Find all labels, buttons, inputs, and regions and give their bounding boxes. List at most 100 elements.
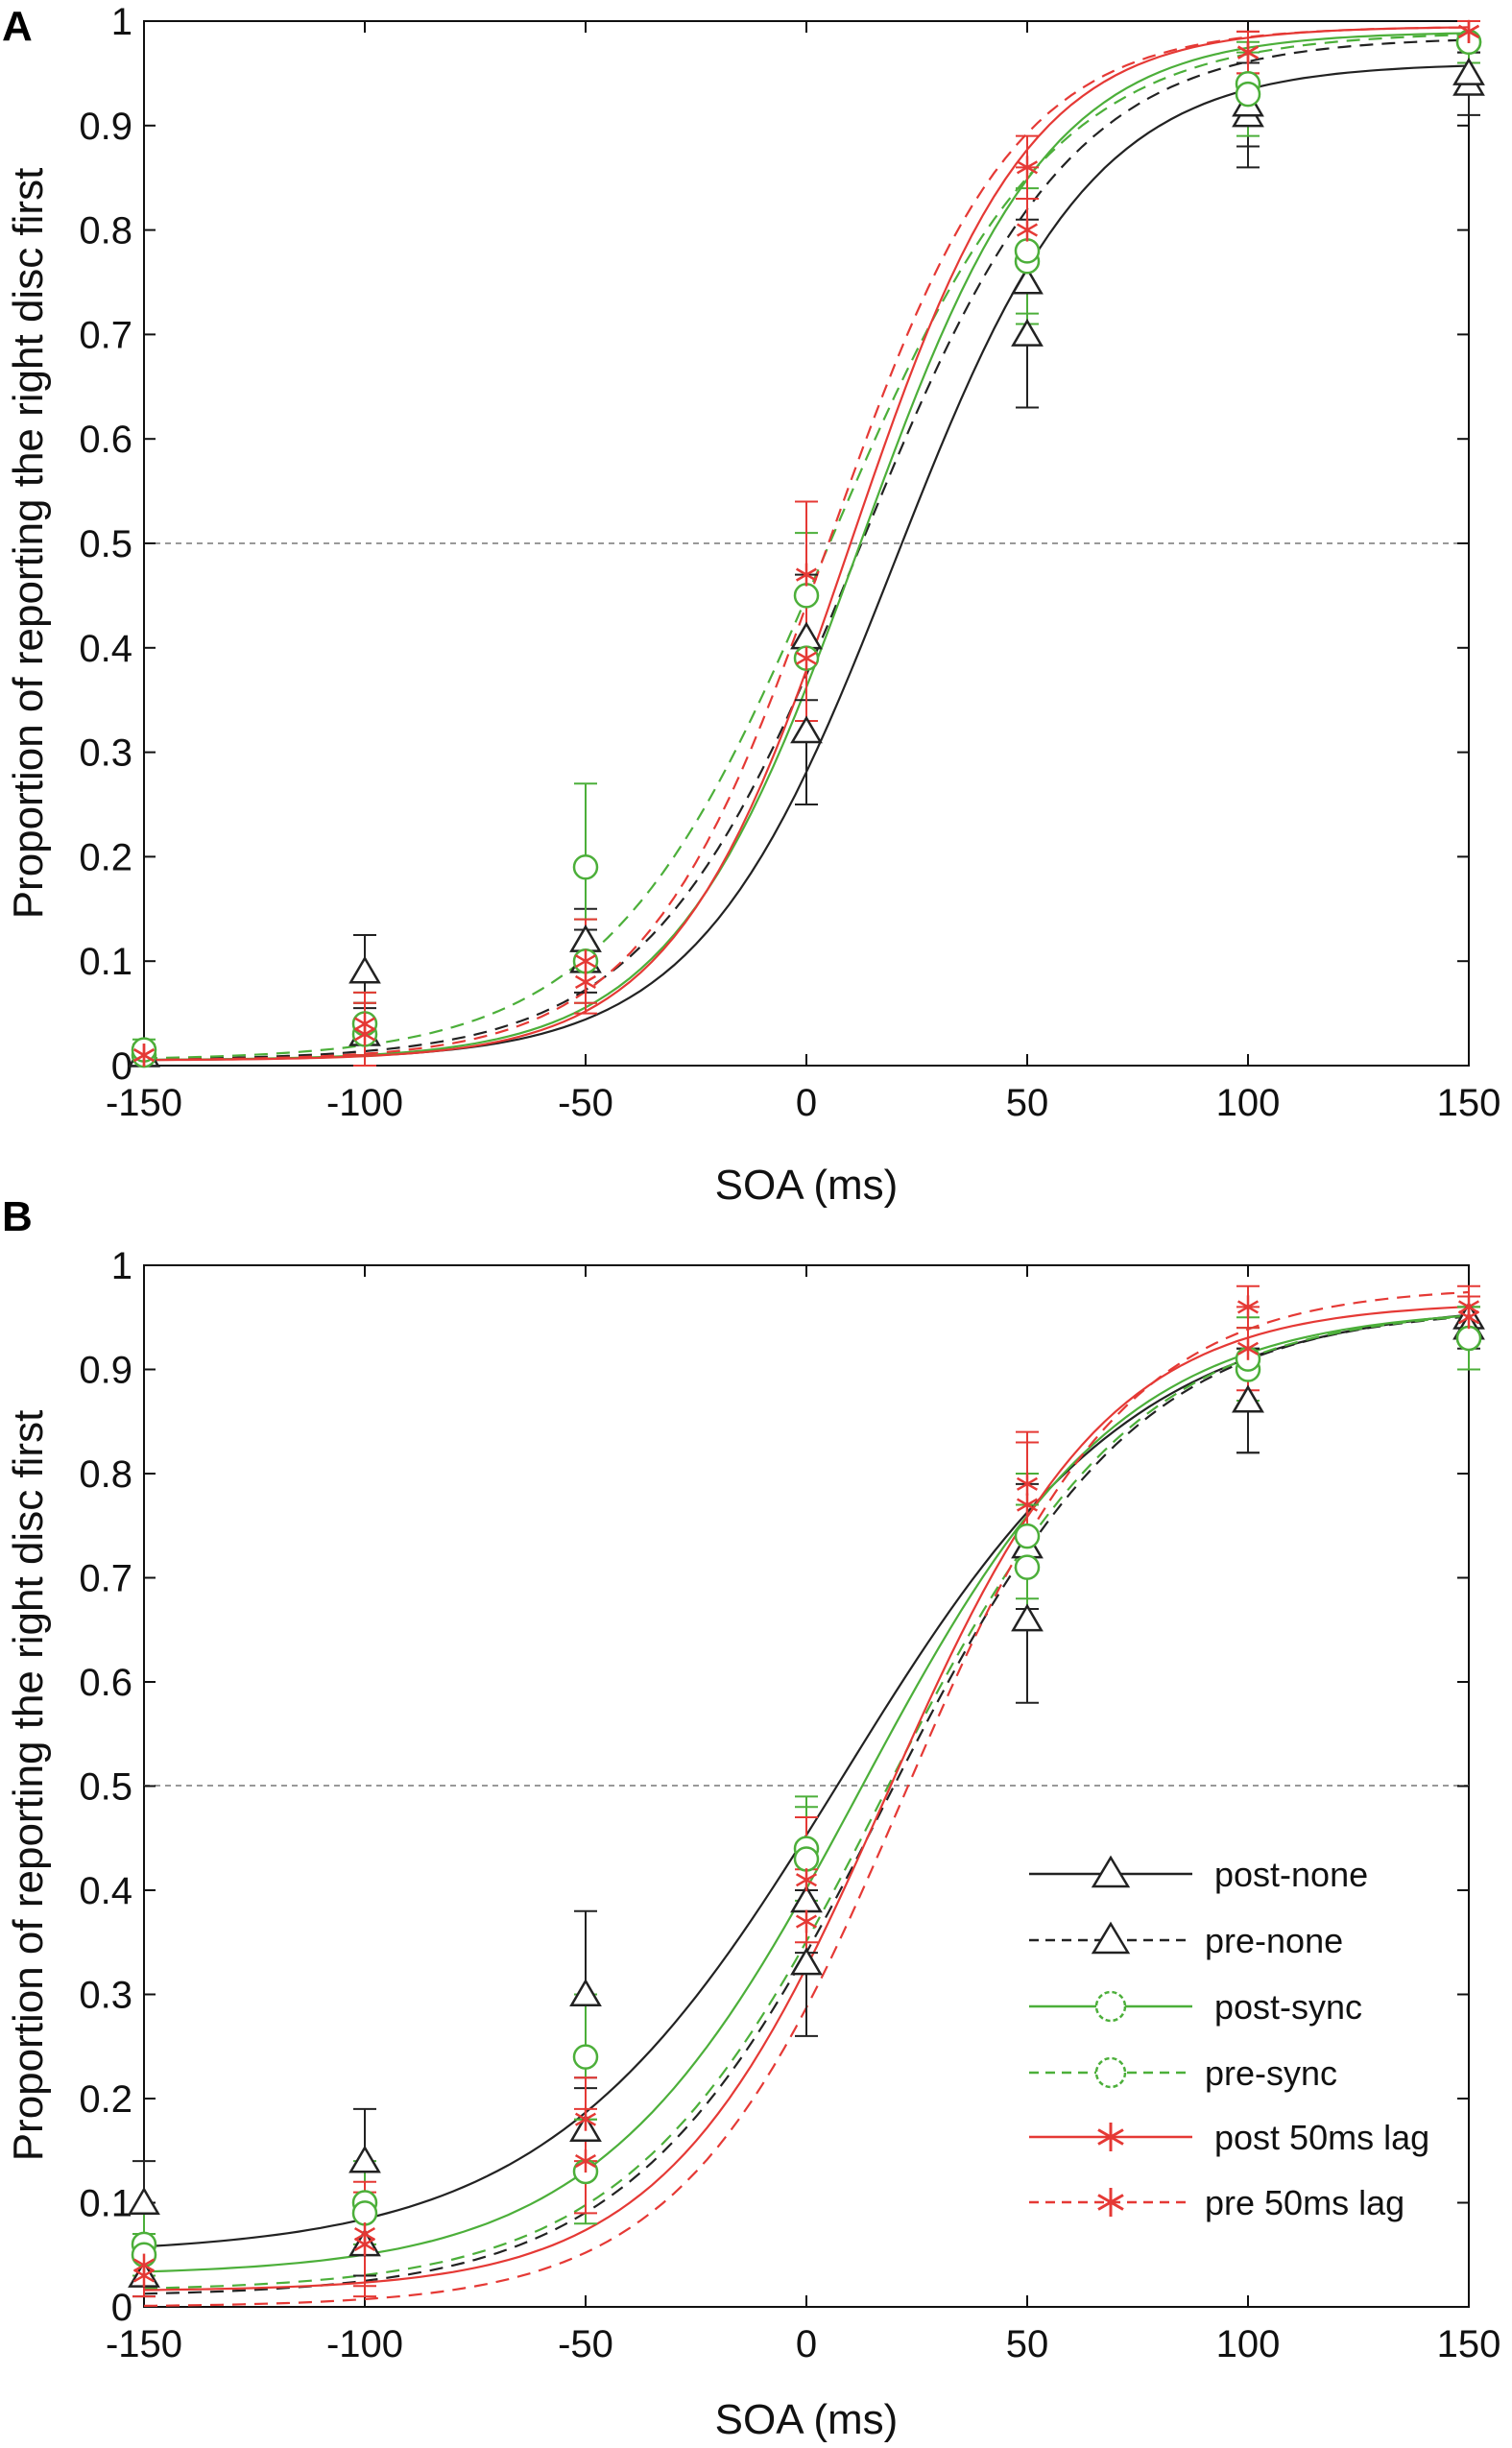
panel-a-x-tick-label-3: 0 [796,1082,817,1124]
panel-b-y-ticks: 0 0.1 0.2 0.3 0.4 0.5 0.6 0.7 0.8 0.9 1 [79,1245,1469,2329]
panel-a-point-post-none-4-shape [1011,318,1044,347]
panel-b-y-tick-label-9: 0.9 [79,1350,132,1392]
panel-b-point-pre-sync-1-shape [351,2200,378,2226]
panel-a-point-pre-none-6-shape [1452,57,1485,85]
panel-a-point-post-none-4 [1011,318,1044,347]
panel-a-x-tick-label-5: 100 [1216,1082,1281,1124]
panel-b-point-post-50ms-lag-2 [574,2107,597,2131]
legend-label-pre-50ms-lag: pre 50ms lag [1205,2183,1404,2222]
panel-b-point-pre-sync-4-shape [1014,1523,1041,1549]
panel-a: A -150 -100 -50 0 50 100 150 00.10.20.30.40.50… [2,1,1500,1209]
panel-a-point-pre-50ms-lag-5-stroke-2 [1236,45,1260,60]
panel-b-point-post-sync-2 [572,2044,599,2070]
panel-b-point-post-50ms-lag-2-stroke-2 [574,2112,597,2126]
panel-a-point-pre-50ms-lag-6 [1457,19,1480,43]
panel-b-y-tick-label-7: 0.7 [79,1558,132,1600]
panel-a-y-tick-label-0: 0 [111,1045,132,1088]
panel-b-point-post-none-1-shape [348,2145,381,2173]
legend-item-post-sync: post-sync [1029,1987,1362,2027]
legend-marker-pre-50ms-lag-stroke-2 [1097,2194,1124,2211]
panel-b-point-post-sync-4-shape [1014,1554,1041,1580]
panel-a-point-post-50ms-lag-3 [795,646,818,670]
panel-b-point-pre-none-5-shape [1232,1384,1264,1413]
panel-b-point-post-none-0-shape [128,2187,160,2215]
panel-b-x-tick-label-6: 150 [1437,2323,1501,2365]
panel-a-x-tick-label-1: -100 [326,1082,403,1124]
legend-marker-post-sync-shape [1094,1990,1127,2023]
panel-b-point-post-sync-4 [1014,1554,1041,1580]
legend-marker-pre-none-shape [1091,1921,1131,1955]
panel-b-point-pre-50ms-lag-0-stroke-2 [132,2268,156,2283]
panel-a-point-post-none-3 [790,715,823,744]
panel-b-point-pre-none-5 [1232,1384,1264,1413]
panel-a-point-post-50ms-lag-3-stroke-2 [795,651,818,665]
panel-b-y-tick-label-5: 0.5 [79,1766,132,1809]
legend-marker-post-sync [1094,1990,1127,2023]
panel-a-point-pre-sync-2 [572,854,599,880]
panel-b-x-tick-label-2: -50 [558,2323,613,2365]
panel-b-point-pre-50ms-lag-1 [353,2232,376,2256]
legend-item-post-none: post-none [1029,1855,1368,1894]
panel-a-point-pre-sync-3 [793,583,820,609]
panel-a-point-pre-none-4-shape [1011,266,1044,295]
panel-b-point-post-sync-2-shape [572,2044,599,2070]
panel-b-point-post-none-3-shape [790,1947,823,1976]
legend-item-pre-50ms-lag: pre 50ms lag [1029,2183,1404,2222]
panel-b-x-axis-title: SOA (ms) [715,2396,899,2443]
panel-b-point-post-none-2 [569,1979,602,2006]
panel-b-point-post-none-2-shape [569,1979,602,2006]
panel-b-point-pre-50ms-lag-3-stroke-2 [795,1914,818,1929]
panel-a-point-post-50ms-lag-2-stroke-2 [574,974,597,990]
panel-b-point-pre-sync-6 [1455,1325,1482,1352]
panel-b-point-pre-50ms-lag-5-stroke-2 [1236,1300,1260,1314]
panel-b-point-pre-50ms-lag-0 [132,2264,156,2288]
panel-a-y-tick-label-6: 0.6 [79,419,132,461]
legend-marker-post-50ms-lag [1097,2123,1124,2151]
panel-b: B -150 -100 -50 0 50 100 150 00.10.20.30.40.50… [2,1193,1500,2443]
legend-label-post-sync: post-sync [1214,1987,1362,2027]
panel-a-point-pre-sync-2-shape [572,854,599,880]
panel-letter-a: A [2,3,33,50]
panel-a-x-tick-label-4: 50 [1006,1082,1049,1124]
panel-a-point-pre-50ms-lag-3 [795,563,818,587]
panel-b-point-pre-50ms-lag-4 [1016,1493,1039,1517]
panel-b-y-tick-label-2: 0.2 [79,2078,132,2121]
legend-label-post-none: post-none [1214,1855,1368,1894]
panel-a-point-post-none-3-shape [790,715,823,744]
panel-a-y-tick-label-2: 0.2 [79,836,132,878]
legend-marker-pre-none [1091,1921,1131,1955]
panel-a-point-pre-50ms-lag-4 [1016,156,1039,180]
legend-label-pre-none: pre-none [1205,1921,1343,1960]
panel-b-point-pre-sync-6-shape [1455,1325,1482,1352]
panel-a-point-pre-50ms-lag-3-stroke-2 [795,567,818,582]
panel-b-point-pre-50ms-lag-6-stroke-2 [1457,1300,1480,1314]
panel-a-point-pre-50ms-lag-1-stroke-2 [353,1027,376,1042]
panel-a-point-pre-none-1 [348,955,381,984]
panel-b-point-post-50ms-lag-3 [795,1868,818,1892]
panel-a-x-tick-label-6: 150 [1437,1082,1501,1124]
legend-label-pre-sync: pre-sync [1205,2053,1337,2093]
panel-a-point-post-50ms-lag-4-stroke-2 [1016,223,1039,237]
panel-b-point-post-none-4-shape [1011,1603,1044,1632]
panel-a-x-tick-label-2: -50 [558,1082,613,1124]
panel-b-y-tick-label-10: 1 [111,1245,132,1287]
panel-a-point-pre-sync-4-shape [1014,238,1041,264]
panel-a-point-pre-none-6 [1452,57,1485,85]
panel-b-point-post-none-1 [348,2145,381,2173]
panel-b-point-pre-50ms-lag-6 [1457,1295,1480,1319]
panel-a-x-ticks: -150 -100 -50 0 50 100 150 [106,21,1500,1124]
legend-item-post-50ms-lag: post 50ms lag [1029,2118,1429,2157]
panel-b-x-tick-label-4: 50 [1006,2323,1049,2365]
panel-b-point-pre-50ms-lag-2 [574,2149,597,2173]
panel-a-point-pre-sync-3-shape [793,583,820,609]
panel-a-y-axis-title: Proportion of reporting the right disc f… [5,168,52,920]
legend-marker-pre-50ms-lag [1097,2188,1124,2217]
panel-a-point-pre-50ms-lag-6-stroke-2 [1457,24,1480,38]
panel-a-markers [128,19,1485,1068]
panel-b-y-axis-title: Proportion of reporting the right disc f… [5,1410,52,2162]
panel-b-point-pre-50ms-lag-1-stroke-2 [353,2237,376,2251]
panel-a-point-post-50ms-lag-2 [574,970,597,994]
panel-b-point-post-50ms-lag-5 [1236,1336,1260,1360]
